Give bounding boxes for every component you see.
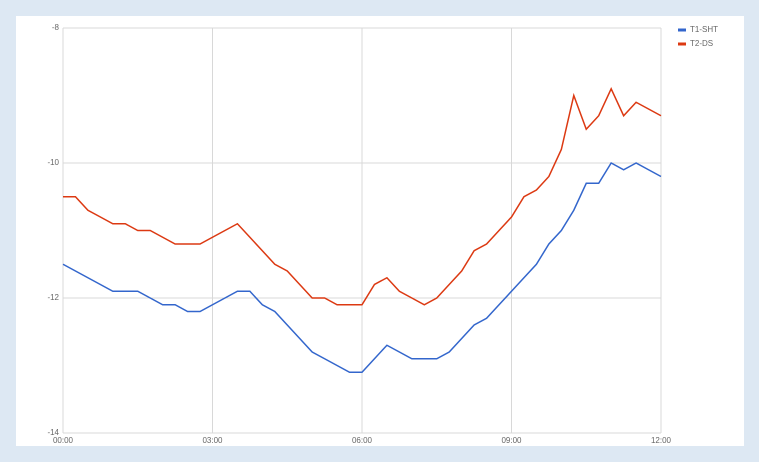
panel bbox=[16, 16, 744, 446]
legend-label: T1-SHT bbox=[690, 25, 718, 34]
legend-swatch bbox=[678, 28, 686, 32]
x-tick-label: 12:00 bbox=[651, 436, 672, 445]
x-tick-label: 00:00 bbox=[53, 436, 74, 445]
x-tick-label: 06:00 bbox=[352, 436, 373, 445]
legend-label: T2-DS bbox=[690, 39, 713, 48]
legend-swatch bbox=[678, 42, 686, 46]
y-tick-label: -14 bbox=[47, 428, 59, 437]
series-line bbox=[63, 86, 662, 306]
series-line bbox=[62, 162, 662, 373]
x-tick-label: 09:00 bbox=[501, 436, 522, 445]
y-tick-label: -8 bbox=[52, 23, 60, 32]
y-tick-label: -12 bbox=[47, 293, 59, 302]
x-tick-label: 03:00 bbox=[202, 436, 223, 445]
y-tick-label: -10 bbox=[47, 158, 59, 167]
